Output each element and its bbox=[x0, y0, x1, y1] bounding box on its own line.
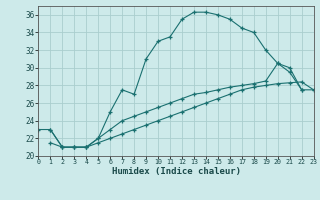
X-axis label: Humidex (Indice chaleur): Humidex (Indice chaleur) bbox=[111, 167, 241, 176]
